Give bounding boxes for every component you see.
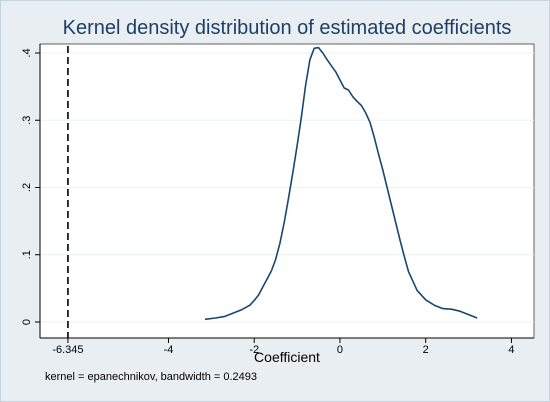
y-tick-label: .4	[21, 48, 33, 57]
x-tick-label: 0	[337, 344, 343, 356]
y-tick-label: 0	[21, 319, 33, 325]
grid-lines	[40, 52, 534, 323]
x-tick-label: -2	[249, 344, 259, 356]
x-tick-label: -4	[164, 344, 174, 356]
x-axis-ticks: -6.345 -4 -2 0 2 4	[52, 338, 514, 356]
y-axis-ticks: 0 .1 .2 .3 .4	[21, 48, 40, 325]
y-tick-label: .2	[21, 183, 33, 192]
chart-title: Kernel density distribution of estimated…	[63, 17, 512, 39]
density-series-line	[204, 46, 478, 321]
x-tick-label: -6.345	[52, 344, 83, 356]
y-tick-label: .1	[21, 250, 33, 259]
x-tick-label: 4	[508, 344, 514, 356]
x-axis-title: Coefficient	[254, 349, 320, 365]
plot-area	[39, 43, 535, 339]
y-tick-label: .3	[21, 116, 33, 125]
kernel-note: kernel = epanechnikov, bandwidth = 0.249…	[45, 371, 257, 383]
x-tick-label: 2	[423, 344, 429, 356]
